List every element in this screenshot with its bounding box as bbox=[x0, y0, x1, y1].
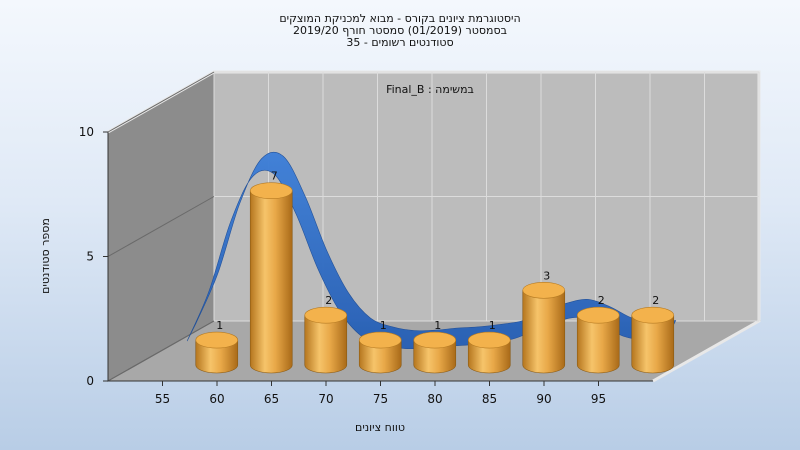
bar-top bbox=[195, 331, 239, 349]
y-axis-label: מספר סטודנטים bbox=[39, 218, 52, 294]
x-axis-label: טווח ציונים bbox=[355, 421, 405, 434]
bar-data-label: 2 bbox=[652, 294, 659, 307]
chart-title-line-2: בסמסטר (01/2019) סמסטר חורף 2019/20 bbox=[293, 24, 507, 37]
y-tick-label: 5 bbox=[86, 250, 94, 264]
x-tick-label: 75 bbox=[373, 392, 388, 406]
bar-data-label: 3 bbox=[543, 269, 550, 282]
bar-body bbox=[576, 314, 620, 374]
side-grid-line bbox=[107, 320, 215, 382]
bar: 2 bbox=[304, 294, 348, 374]
bar-data-label: 7 bbox=[271, 170, 278, 183]
bar-body bbox=[249, 190, 293, 374]
bar-body bbox=[413, 339, 457, 374]
bar-top bbox=[358, 331, 402, 349]
x-tick-label: 95 bbox=[591, 392, 606, 406]
chart-title-line-3: סטודנטים רשומים - 35 bbox=[346, 36, 454, 49]
bar: 1 bbox=[358, 319, 402, 374]
bar-top bbox=[413, 331, 457, 349]
chart-title-line-1: היסטוגרמת ציונים בקורס - מבוא למכניקת המ… bbox=[279, 12, 521, 25]
side-grid-line bbox=[107, 196, 215, 257]
bar-data-label: 2 bbox=[598, 294, 605, 307]
bar-data-label: 2 bbox=[325, 294, 332, 307]
bar-top bbox=[249, 182, 293, 199]
bar-data-label: 1 bbox=[216, 319, 223, 332]
bar-body bbox=[631, 314, 675, 374]
bar: 1 bbox=[467, 319, 511, 374]
y-tick-label: 0 bbox=[86, 374, 94, 388]
bar-body bbox=[304, 314, 348, 374]
bar-body bbox=[467, 339, 511, 374]
bar-data-label: 1 bbox=[380, 319, 387, 332]
x-tick-label: 55 bbox=[155, 392, 170, 406]
bar-top bbox=[631, 306, 675, 324]
bar-top bbox=[576, 306, 620, 324]
x-tick-label: 85 bbox=[482, 392, 497, 406]
x-tick-label: 60 bbox=[209, 392, 224, 406]
bar-top bbox=[522, 281, 566, 299]
bar: 1 bbox=[413, 319, 457, 374]
bar: 2 bbox=[576, 294, 620, 374]
bar: 1 bbox=[195, 319, 239, 374]
bar: 3 bbox=[522, 269, 566, 374]
y-tick-label: 10 bbox=[79, 125, 94, 139]
bar: 7 bbox=[249, 170, 293, 374]
bar-top bbox=[467, 331, 511, 349]
bar-data-label: 1 bbox=[489, 319, 496, 332]
bar-body bbox=[358, 339, 402, 374]
bar: 2 bbox=[631, 294, 675, 374]
bar-data-label: 1 bbox=[434, 319, 441, 332]
x-tick-label: 90 bbox=[536, 392, 551, 406]
x-tick-label: 65 bbox=[264, 392, 279, 406]
chart-annotation: במשימה : Final_B bbox=[386, 83, 474, 96]
bar-top bbox=[304, 306, 348, 324]
bar-body bbox=[522, 290, 566, 374]
bar-body bbox=[195, 339, 239, 374]
x-tick-label: 70 bbox=[318, 392, 333, 406]
x-tick-label: 80 bbox=[427, 392, 442, 406]
side-grid-line bbox=[107, 71, 215, 133]
